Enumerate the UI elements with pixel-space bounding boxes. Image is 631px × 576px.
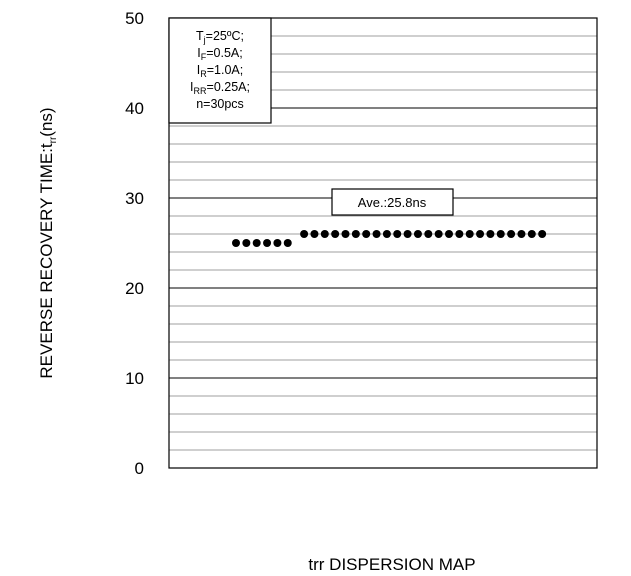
- data-point: [341, 230, 350, 238]
- data-point: [252, 239, 261, 247]
- data-point: [273, 239, 282, 247]
- condition-line: T: [196, 29, 204, 43]
- condition-line: n=30pcs: [196, 97, 244, 111]
- average-box: [331, 188, 454, 216]
- condition-value: =1.0A;: [207, 63, 244, 77]
- y-tick-label: 30: [125, 189, 144, 208]
- y-tick-label: 40: [125, 99, 144, 118]
- data-point: [300, 230, 309, 238]
- data-point: [382, 230, 391, 238]
- data-point: [496, 230, 505, 238]
- data-point: [283, 239, 292, 247]
- data-point: [538, 230, 547, 238]
- data-point: [403, 230, 412, 238]
- condition-subscript: R: [200, 69, 207, 79]
- average-label: Ave.:25.8ns: [358, 195, 427, 210]
- data-point: [393, 230, 402, 238]
- data-point: [372, 230, 381, 238]
- condition-line: I: [197, 63, 200, 77]
- data-point: [465, 230, 474, 238]
- data-point: [232, 239, 240, 247]
- data-point: [242, 239, 251, 247]
- x-axis-title: trr DISPERSION MAP: [308, 555, 475, 574]
- data-point: [517, 230, 526, 238]
- plot-area-frame: [168, 17, 598, 469]
- average-annotation: Ave.:25.8ns: [331, 188, 454, 216]
- conditions-text: Tj=25ºC; IF=0.5A; IR=1.0A; IRR=0.25A; n=30pc…: [190, 29, 250, 111]
- y-tick-label: 0: [135, 459, 144, 478]
- data-point: [527, 230, 536, 238]
- y-axis-title: REVERSE RECOVERY TIME:trr(ns): [37, 107, 59, 378]
- data-point: [362, 230, 371, 238]
- conditions-box: [168, 17, 272, 124]
- condition-line: I: [190, 80, 193, 94]
- data-point: [445, 230, 453, 238]
- y-axis-title-main: REVERSE RECOVERY TIME:t: [37, 143, 56, 379]
- condition-subscript: j: [203, 35, 206, 45]
- condition-subscript: F: [201, 52, 207, 62]
- data-point: [331, 230, 340, 238]
- conditions-annotation: Tj=25ºC; IF=0.5A; IR=1.0A; IRR=0.25A; n=30pc…: [168, 17, 272, 124]
- condition-value: =0.5A;: [206, 46, 243, 60]
- condition-value: =25ºC;: [206, 29, 244, 43]
- data-points: [232, 230, 547, 247]
- y-tick-label: 20: [125, 279, 144, 298]
- y-axis-ticks: 0 10 20 30 40 50: [125, 9, 144, 478]
- data-point: [434, 230, 443, 238]
- data-point: [486, 230, 495, 238]
- data-point: [320, 230, 329, 238]
- data-point: [507, 230, 516, 238]
- y-axis-title-subscript: rr: [48, 136, 59, 143]
- data-point: [263, 239, 272, 247]
- condition-value: =0.25A;: [207, 80, 250, 94]
- condition-line: I: [197, 46, 200, 60]
- data-point: [424, 230, 433, 238]
- y-tick-label: 50: [125, 9, 144, 28]
- condition-subscript: RR: [194, 86, 207, 96]
- data-point: [413, 230, 422, 238]
- y-tick-label: 10: [125, 369, 144, 388]
- data-point: [310, 230, 319, 238]
- y-axis-title-unit: (ns): [37, 107, 56, 136]
- data-point: [351, 230, 360, 238]
- data-point: [476, 230, 485, 238]
- data-point: [455, 230, 464, 238]
